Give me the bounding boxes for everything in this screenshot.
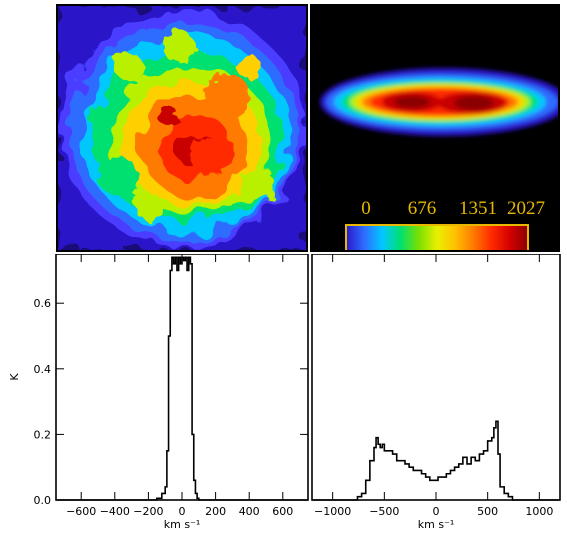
y-tick-label: 0.2 [34,428,52,441]
colorbar-tick-label-3: 2027 [507,198,545,219]
colorbar-tick-label-2: 1351 [459,198,497,219]
x-tick-label: −500 [369,505,399,518]
intensity-map-panel [56,4,308,252]
y-tick-label: 0.0 [34,494,52,507]
colorbar-scale [345,224,529,250]
y-tick-label: 0.4 [34,363,52,376]
spectrum-line-0 [56,256,308,501]
map-emission-clump [162,30,194,62]
spectrum-line-1 [312,420,560,501]
x-tick-label: 500 [477,505,498,518]
x-tick-label: 0 [433,505,440,518]
spectrum-right: −1000 −500 0 500 1000 km s⁻¹ [311,254,561,531]
x-tick-label: 200 [205,505,226,518]
plot-frame [55,254,309,501]
pv-diagram-panel: 0 676 1351 2027 [310,4,560,252]
map-emission-clump [114,52,142,80]
x-tick-label: −600 [66,505,96,518]
spectrum-left: −600 −400 −200 0 200 400 600 0.0 0.2 0.4 0.6 km s⁻¹… [8,254,309,531]
pv-peak-core [454,96,494,110]
intensity-map [58,6,306,250]
y-tick-label: 0.6 [34,297,52,310]
colorbar-tick-label-0: 0 [361,198,371,219]
x-tick-label: −200 [133,505,163,518]
x-axis-label: km s⁻¹ [418,518,455,531]
colorbar-tick-label-1: 676 [408,198,437,219]
map-emission-clump [88,106,108,126]
colorbar: 0 676 1351 2027 [345,198,545,250]
pv-peak-core [394,96,430,108]
map-emission-clump [98,156,138,196]
x-axis-label: km s⁻¹ [164,518,201,531]
y-axis-label: K [8,373,21,381]
x-tick-label: −400 [100,505,130,518]
map-emission-clump [236,54,260,78]
map-emission-clump [242,170,274,202]
map-emission-clump [134,192,162,220]
map-emission-clump [158,106,178,126]
pv-diagram: 0 676 1351 2027 [320,68,558,250]
x-tick-label: 400 [239,505,260,518]
map-emission-clump [190,138,226,174]
map-emission-clump [206,74,250,118]
x-tick-label: 0 [179,505,186,518]
x-tick-label: −1000 [314,505,351,518]
plot-frame [311,254,561,501]
x-tick-label: 600 [272,505,293,518]
x-tick-label: 1000 [525,505,553,518]
